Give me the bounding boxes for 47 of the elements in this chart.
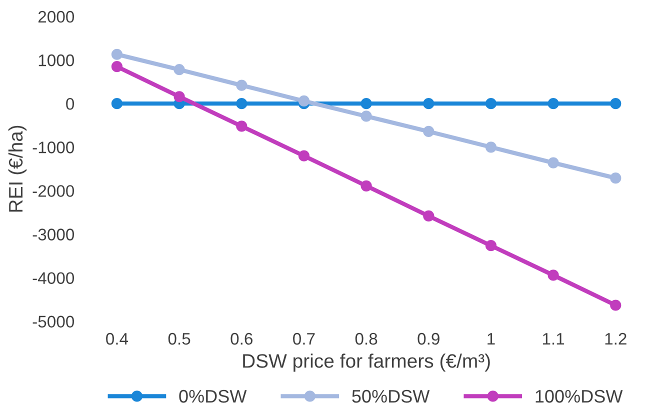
point bbox=[111, 48, 123, 60]
point bbox=[548, 270, 559, 281]
point bbox=[298, 95, 310, 107]
y-axis-title: REI (€/ha) bbox=[8, 126, 26, 212]
point bbox=[236, 98, 248, 110]
point bbox=[298, 150, 310, 162]
point bbox=[360, 98, 372, 110]
point bbox=[485, 98, 497, 110]
y-tick-label: -4000 bbox=[32, 272, 74, 284]
x-tick-label: 0.7 bbox=[293, 332, 315, 345]
point bbox=[485, 240, 497, 252]
point bbox=[610, 300, 622, 311]
x-tick-label: 1 bbox=[488, 333, 495, 345]
y-tick-label: -2000 bbox=[32, 185, 74, 197]
y-tick-label: -3000 bbox=[32, 228, 74, 240]
point bbox=[111, 61, 123, 72]
x-tick-label: 0.4 bbox=[106, 332, 128, 345]
point bbox=[111, 98, 123, 110]
y-tick-label: 1000 bbox=[38, 54, 74, 66]
point bbox=[610, 98, 622, 110]
point bbox=[236, 120, 248, 132]
y-tick-label: 0 bbox=[66, 98, 74, 110]
x-tick-label: 1.2 bbox=[605, 332, 626, 345]
x-tick-label: 0.6 bbox=[230, 332, 252, 345]
point bbox=[174, 91, 185, 102]
x-axis-title: DSW price for farmers (€/m³) bbox=[243, 354, 490, 372]
legend-label: 0%DSW bbox=[179, 390, 247, 403]
x-tick-label: 0.8 bbox=[355, 332, 378, 345]
point bbox=[485, 142, 497, 153]
point bbox=[423, 98, 434, 110]
point bbox=[548, 98, 559, 110]
point bbox=[360, 180, 372, 192]
point bbox=[174, 64, 185, 76]
y-tick-label: -1000 bbox=[32, 142, 74, 154]
legend-label: 100%DSW bbox=[536, 390, 623, 403]
y-tick-label: -5000 bbox=[32, 316, 74, 328]
y-tick-label: 2000 bbox=[38, 10, 74, 23]
point bbox=[236, 80, 248, 91]
point bbox=[360, 110, 372, 122]
point bbox=[423, 210, 434, 222]
point bbox=[610, 172, 622, 184]
legend-label: 50%DSW bbox=[352, 390, 430, 403]
point bbox=[548, 157, 559, 168]
x-tick-label: 0.9 bbox=[418, 332, 440, 345]
x-tick-label: 0.5 bbox=[168, 332, 190, 345]
x-tick-label: 1.1 bbox=[542, 333, 564, 345]
point bbox=[423, 126, 434, 138]
